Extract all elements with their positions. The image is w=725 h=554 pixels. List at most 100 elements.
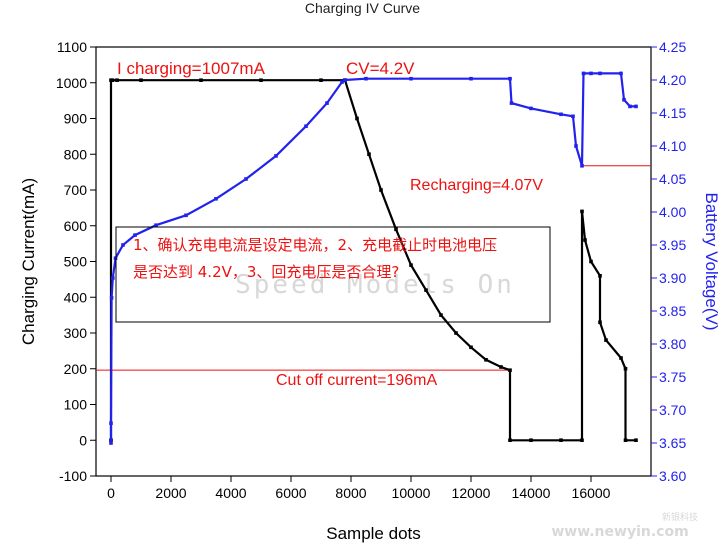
y-tick-label: 100 xyxy=(64,397,88,413)
voltage-point xyxy=(184,213,188,218)
current-point xyxy=(589,259,593,264)
current-point xyxy=(580,438,584,442)
voltage-point xyxy=(589,71,593,76)
y-tick-label: -100 xyxy=(59,468,87,484)
voltage-point xyxy=(214,197,218,201)
x-axis-label: Sample dots xyxy=(326,524,421,543)
x-tick-label: 0 xyxy=(107,485,115,501)
y2-axis-label: Battery Voltage(V) xyxy=(702,193,721,331)
current-point xyxy=(583,238,587,242)
y-tick-label: 0 xyxy=(79,432,87,448)
watermark-text: Speed Models On xyxy=(235,270,515,300)
x-tick-label: 16000 xyxy=(572,485,611,501)
y-tick-label: 900 xyxy=(64,111,88,127)
current-point xyxy=(484,358,488,362)
current-point xyxy=(424,288,428,292)
current-point xyxy=(604,338,608,342)
annotation-cv: CV=4.2V xyxy=(346,59,415,78)
current-point xyxy=(439,313,443,317)
note-line-1: 1、确认充电电流是设定电流，2、充电截止时电池电压 xyxy=(133,236,497,254)
y2-tick-label: 3.85 xyxy=(659,303,686,319)
current-point xyxy=(409,263,413,267)
site-cn-watermark: 新银科技 xyxy=(662,511,698,523)
chart-title: Charging IV Curve xyxy=(304,0,421,16)
y2-tick-label: 4.25 xyxy=(659,39,686,55)
voltage-point xyxy=(133,233,137,237)
x-tick-label: 12000 xyxy=(452,485,491,501)
reference-lines-layer xyxy=(96,165,651,371)
voltage-point xyxy=(598,71,602,76)
x-tick-label: 14000 xyxy=(512,485,551,501)
voltage-point xyxy=(111,276,115,280)
voltage-point xyxy=(469,76,473,81)
current-point xyxy=(469,345,473,350)
current-point xyxy=(619,356,623,360)
series-layer xyxy=(109,71,638,445)
voltage-point xyxy=(154,223,158,227)
current-point xyxy=(559,438,563,442)
x-tick-label: 8000 xyxy=(335,485,366,501)
current-point xyxy=(454,331,458,335)
y-tick-label: 600 xyxy=(64,218,88,234)
annotations-layer: I charging=1007mA CV=4.2V Recharging=4.07V… xyxy=(115,59,551,389)
y2-tick-label: 3.90 xyxy=(659,270,686,286)
current-point xyxy=(508,438,512,442)
current-point xyxy=(110,78,115,82)
x-tick-label: 4000 xyxy=(215,485,246,501)
current-point xyxy=(623,366,628,371)
y2-tick-label: 3.60 xyxy=(659,468,686,484)
voltage-point xyxy=(109,441,113,445)
plot-frame xyxy=(95,46,652,477)
y2-tick-label: 3.75 xyxy=(659,369,686,385)
y2-tick-label: 4.10 xyxy=(659,138,686,154)
annotation-recharging: Recharging=4.07V xyxy=(410,177,543,194)
current-point xyxy=(598,274,602,278)
y2-tick-label: 3.80 xyxy=(659,336,686,352)
voltage-point xyxy=(571,114,575,119)
current-point xyxy=(355,116,359,121)
voltage-point xyxy=(244,177,248,181)
x-tick-label: 10000 xyxy=(392,485,431,501)
voltage-point xyxy=(622,98,626,102)
current-point xyxy=(508,368,512,372)
y2-tick-label: 4.05 xyxy=(659,171,686,187)
current-point xyxy=(139,78,143,82)
voltage-point xyxy=(409,76,413,81)
voltage-point xyxy=(508,76,512,81)
y2-tick-label: 4.20 xyxy=(659,72,686,88)
x-tick-label: 2000 xyxy=(155,485,186,501)
x-tick-label: 6000 xyxy=(275,485,306,501)
y2-tick-label: 3.65 xyxy=(659,435,686,451)
current-point xyxy=(115,78,119,82)
current-point xyxy=(319,78,323,82)
voltage-point xyxy=(559,112,563,117)
voltage-point xyxy=(529,106,533,111)
note-box xyxy=(115,226,551,323)
current-point xyxy=(379,188,383,192)
y-tick-label: 1000 xyxy=(56,75,87,91)
current-point xyxy=(499,365,503,369)
voltage-point xyxy=(580,164,584,168)
current-point xyxy=(598,320,602,325)
current-point xyxy=(394,227,398,232)
annotation-cutoff: Cut off current=196mA xyxy=(276,372,437,389)
y-tick-label: 800 xyxy=(64,146,88,162)
note-line-2: 是否达到 4.2V，3、回充电压是否合理? xyxy=(133,263,399,281)
site-watermark: www.newyin.com xyxy=(551,524,688,540)
current-point xyxy=(580,209,584,214)
voltage-point xyxy=(343,78,347,82)
current-point xyxy=(623,438,628,442)
y-tick-label: 700 xyxy=(64,182,88,198)
y-tick-label: 1100 xyxy=(57,39,87,55)
current-point xyxy=(367,152,371,156)
voltage-point xyxy=(509,101,514,105)
y-tick-label: 200 xyxy=(64,361,88,377)
y2-tick-label: 3.95 xyxy=(659,237,686,253)
voltage-point xyxy=(109,296,114,300)
current-point xyxy=(259,78,263,82)
y-tick-label: 300 xyxy=(64,325,88,341)
y-axis-label: Charging Current(mA) xyxy=(19,178,38,345)
voltage-point xyxy=(304,124,308,128)
